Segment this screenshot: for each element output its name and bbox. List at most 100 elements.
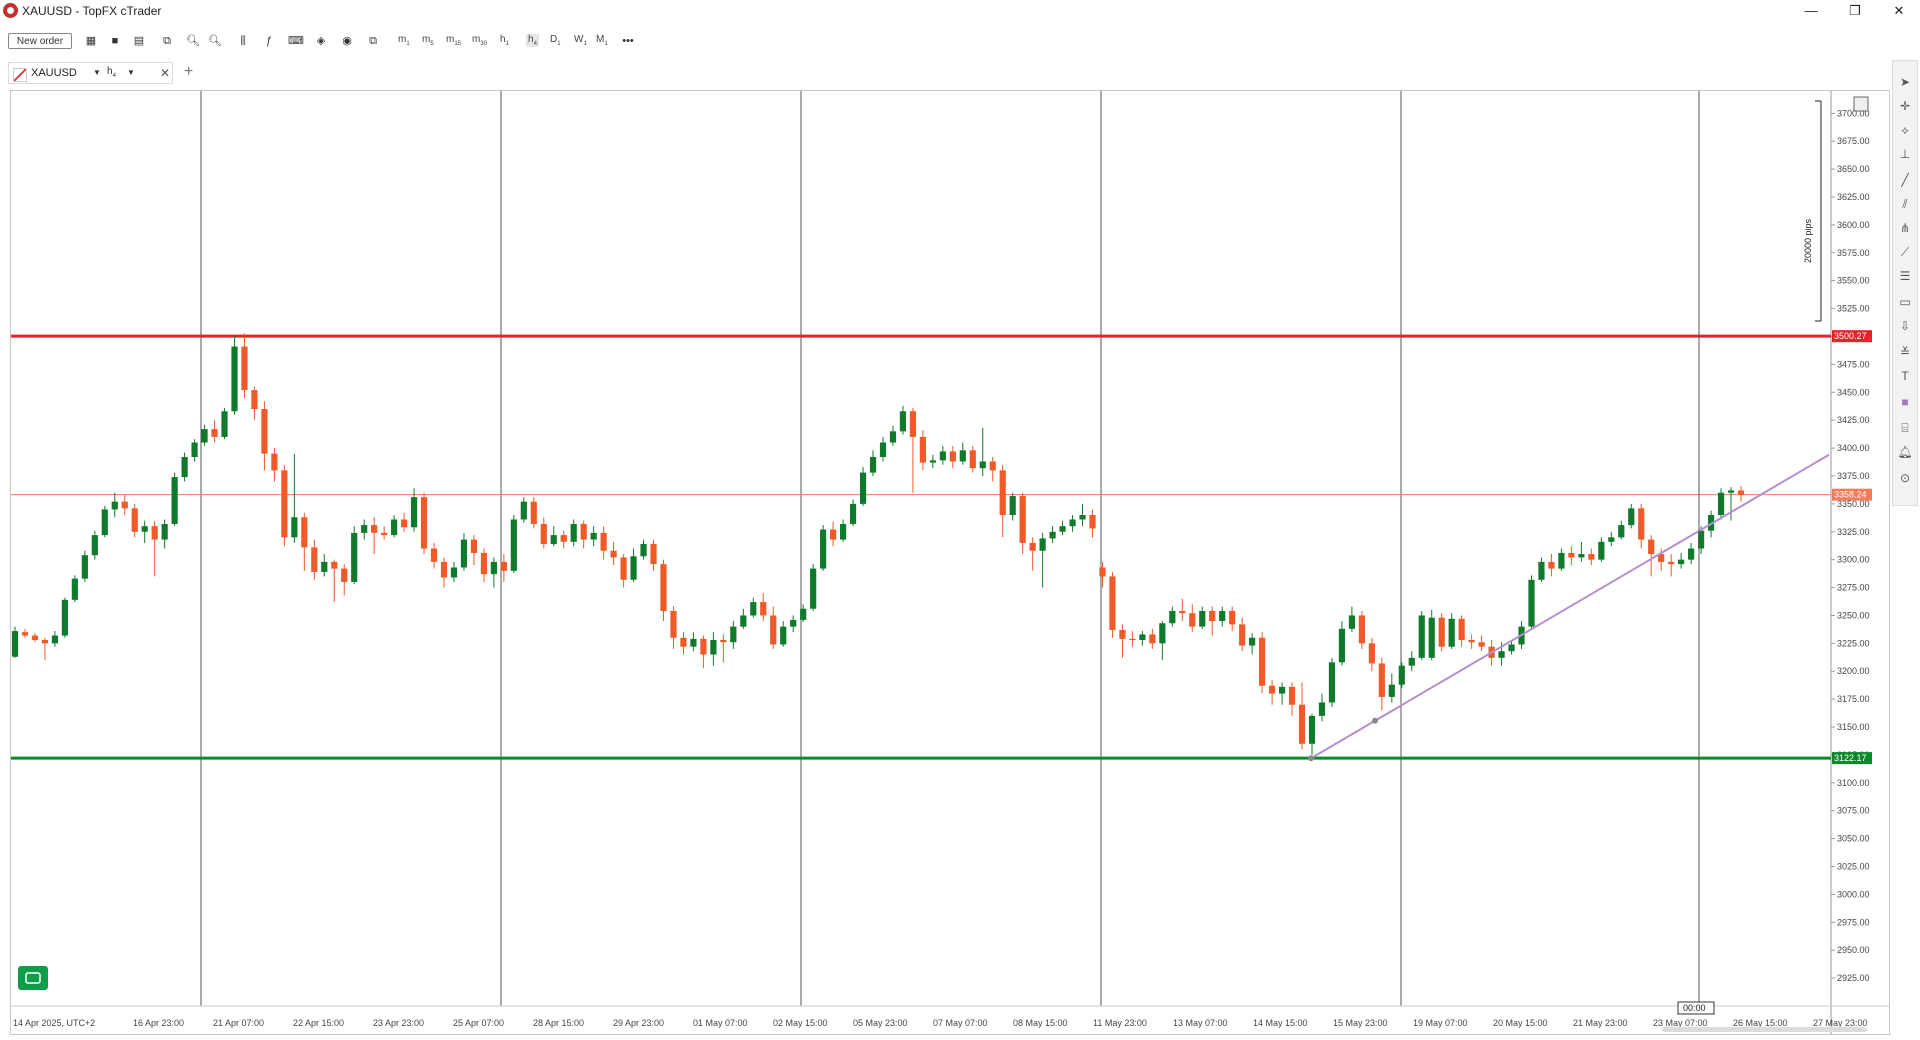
indicators-icon[interactable]: ƒ <box>265 35 273 47</box>
chart-settings-icon[interactable]: ⧉ <box>163 35 171 47</box>
minimize-button[interactable]: — <box>1804 3 1818 18</box>
candle-body <box>51 635 59 644</box>
candle-body <box>560 535 567 542</box>
more-options-icon[interactable]: ••• <box>622 35 634 47</box>
new-order-button[interactable]: New order <box>8 33 72 49</box>
y-tick-label: 3025.00 <box>1837 862 1870 872</box>
candle-body <box>1298 704 1306 744</box>
arrow-down-icon[interactable]: ⇩ <box>1899 319 1911 333</box>
timeframe-m30-button[interactable]: m30 <box>472 34 488 47</box>
candle-body <box>730 626 737 643</box>
candle-body <box>530 501 537 524</box>
tab-close-icon[interactable]: ✕ <box>160 66 171 80</box>
single-chart-icon[interactable]: ■ <box>111 35 119 47</box>
timeframe-m1-button[interactable]: m1 <box>398 34 410 47</box>
timeframe-dropdown-icon[interactable]: ▼ <box>127 68 135 77</box>
candle-body <box>281 470 288 538</box>
candle-body <box>1618 525 1625 538</box>
zoom-in-icon[interactable]: 🔍︎ <box>208 35 222 47</box>
candle-body <box>849 503 857 524</box>
channel-tool-icon[interactable]: ⫽ <box>1902 197 1908 211</box>
candle-body <box>61 599 68 636</box>
x-tick-label: 14 May 15:00 <box>1253 1018 1308 1028</box>
candle-body <box>1049 531 1056 539</box>
timeframe-W1-button[interactable]: W1 <box>574 34 587 47</box>
templates-icon[interactable]: ⧉ <box>369 35 377 47</box>
replay-icon[interactable]: ⊙ <box>1899 471 1911 485</box>
candle-body <box>550 535 557 545</box>
tab-timeframe-label[interactable]: h4 <box>107 66 116 79</box>
candle-body <box>470 539 478 553</box>
layers-icon[interactable]: ◈ <box>316 35 326 47</box>
chart-color-icon[interactable] <box>13 68 27 82</box>
timeframe-D1-button[interactable]: D1 <box>550 34 561 47</box>
y-tick-label: 3100.00 <box>1837 778 1870 788</box>
zoom-out-icon[interactable]: 🔍︎ <box>186 35 200 47</box>
candle-body <box>1039 538 1046 551</box>
candle-body <box>440 561 448 578</box>
chart-edit-icon <box>1853 96 1869 112</box>
pointer-icon[interactable]: ➤ <box>1899 75 1911 89</box>
x-tick-label: 05 May 23:00 <box>853 1018 908 1028</box>
screenshot-icon[interactable]: ⌸ <box>1901 421 1909 435</box>
alert-bell-icon[interactable]: 🔔︎ <box>1897 445 1913 459</box>
y-tick-label: 3425.00 <box>1837 415 1870 425</box>
robot-icon <box>25 972 41 984</box>
timeframe-M1-button[interactable]: M1 <box>596 34 608 47</box>
robots-icon[interactable]: ⌨ <box>288 35 304 47</box>
candle-body <box>1578 554 1585 558</box>
x-tick-label: 07 May 07:00 <box>933 1018 988 1028</box>
x-tick-label: 25 Apr 07:00 <box>453 1018 504 1028</box>
candle-body <box>620 557 627 580</box>
andrews-icon[interactable]: ⟋ <box>1900 245 1910 259</box>
timeframe-h1-button[interactable]: h1 <box>500 34 509 47</box>
chart-tab-xauusd[interactable]: XAUUSD ▼ h4 ▼ ✕ <box>8 62 173 84</box>
candle-body <box>111 501 118 510</box>
chart-area[interactable]: 2925.00 2950.00 2975.00 3000.00 3025.00 3050.… <box>10 90 1890 1035</box>
candle-body <box>221 411 228 437</box>
x-tick-label: 11 May 23:00 <box>1093 1018 1147 1028</box>
candle-body <box>1099 567 1106 577</box>
trendline-tool-icon[interactable]: ╱ <box>1901 173 1909 187</box>
fib-levels-icon[interactable]: ≚ <box>1899 345 1911 359</box>
timeframe-m5-button[interactable]: m5 <box>422 34 434 47</box>
quick-trade-button[interactable] <box>18 966 48 990</box>
symbol-dropdown-icon[interactable]: ▼ <box>93 68 101 77</box>
candle-body <box>869 457 877 473</box>
pitchfork-icon[interactable]: ⋔ <box>1899 221 1911 235</box>
visibility-icon[interactable]: ◉ <box>342 35 352 47</box>
price-chart[interactable]: 2925.00 2950.00 2975.00 3000.00 3025.00 3050.… <box>11 91 1889 1034</box>
measure-icon[interactable]: ⊥ <box>1899 147 1911 161</box>
rectangle-tool-icon[interactable]: ▭ <box>1899 295 1911 309</box>
zoom-tool-icon[interactable]: ⟡ <box>1901 123 1909 137</box>
candle-body <box>600 532 607 551</box>
multi-chart-layout-icon[interactable]: ▦ <box>85 35 97 47</box>
crosshair-icon[interactable]: ✛ <box>1899 99 1911 113</box>
price-level-badge <box>1832 752 1872 765</box>
color-picker-icon[interactable]: ■ <box>1901 395 1909 409</box>
candle-body <box>760 602 767 616</box>
candle-body <box>1438 617 1445 647</box>
candle-body <box>1308 715 1316 744</box>
candle-body <box>1668 561 1675 565</box>
candle-body <box>899 411 907 432</box>
candle-body <box>1278 686 1286 694</box>
add-tab-icon[interactable]: + <box>184 63 194 80</box>
restore-button[interactable]: ❐ <box>1849 3 1861 18</box>
horizontal-scrollbar[interactable] <box>1662 1027 1867 1032</box>
candle-body <box>640 544 647 557</box>
candle-body <box>1528 579 1535 627</box>
candle-body <box>510 519 517 571</box>
split-chart-icon[interactable]: ▤ <box>133 35 145 47</box>
candle-body <box>1159 623 1166 644</box>
timeframe-h4-button[interactable]: h4 <box>526 34 539 47</box>
candle-body <box>1697 530 1705 549</box>
candle-body <box>800 608 807 620</box>
text-tool-icon[interactable]: T <box>1901 369 1909 383</box>
candle-body <box>1229 610 1236 625</box>
close-button[interactable]: ✕ <box>1893 3 1905 18</box>
chart-type-icon[interactable]: ⫼ <box>240 35 246 47</box>
fibonacci-icon[interactable]: ☰ <box>1899 269 1911 283</box>
candle-body <box>1328 662 1336 703</box>
timeframe-m15-button[interactable]: m15 <box>446 34 462 47</box>
